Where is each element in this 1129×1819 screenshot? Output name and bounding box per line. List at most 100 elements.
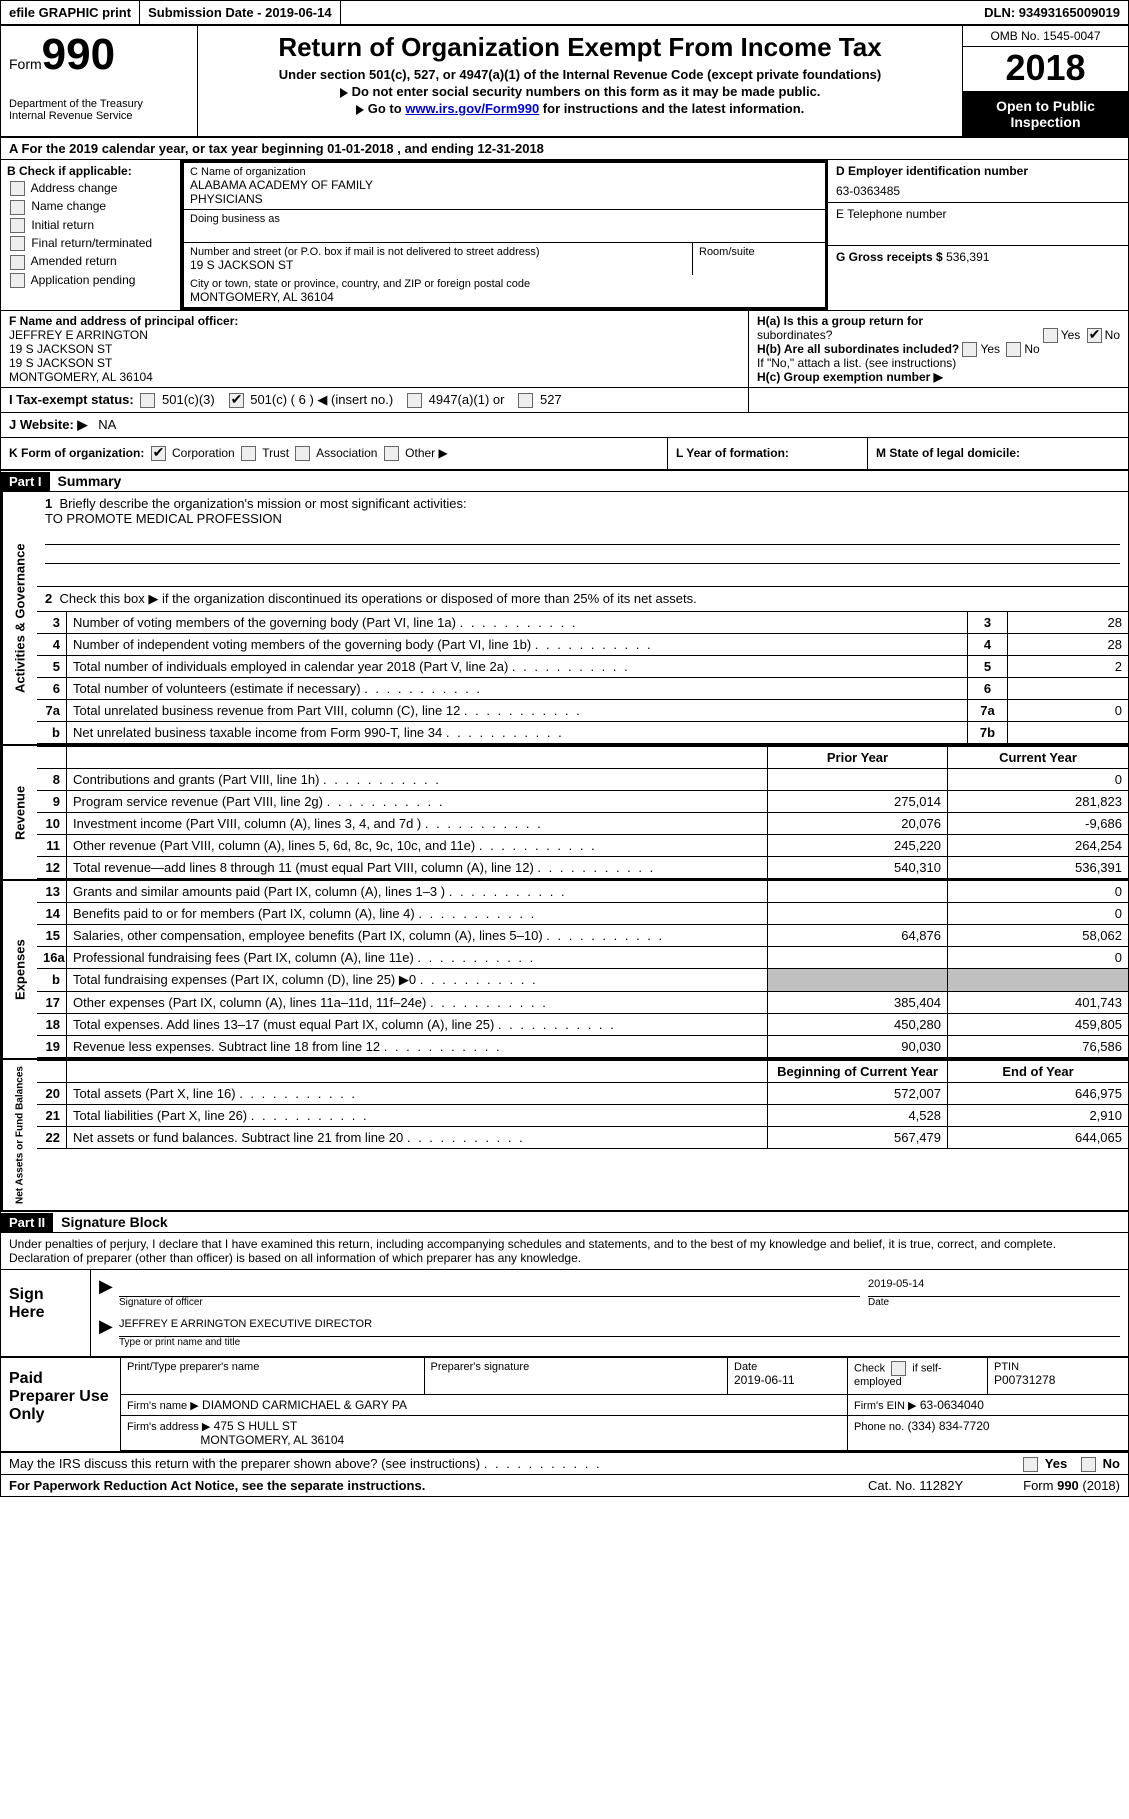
sign-fields: ▶ Signature of officer 2019-05-14 Date ▶…: [91, 1270, 1128, 1356]
tab-governance: Activities & Governance: [1, 492, 37, 744]
perjury-text: Under penalties of perjury, I declare th…: [1, 1233, 1128, 1270]
expenses-section: Expenses 13Grants and similar amounts pa…: [1, 879, 1128, 1058]
527-checkbox[interactable]: [518, 393, 533, 408]
discuss-yes-checkbox[interactable]: [1023, 1457, 1038, 1472]
data-line: 13Grants and similar amounts paid (Part …: [37, 881, 1128, 903]
ha-no-checkbox[interactable]: [1087, 328, 1102, 343]
header-right: OMB No. 1545-0047 2018 Open to Public In…: [962, 26, 1128, 136]
inspection-badge: Open to Public Inspection: [963, 92, 1128, 136]
preparer-row1: Print/Type preparer's name Preparer's si…: [121, 1358, 1128, 1395]
other-checkbox[interactable]: [384, 446, 399, 461]
data-line: 17Other expenses (Part IX, column (A), l…: [37, 992, 1128, 1014]
row-l-year: L Year of formation:: [668, 438, 868, 469]
omb-number: OMB No. 1545-0047: [963, 26, 1128, 47]
data-line: 21Total liabilities (Part X, line 26) 4,…: [37, 1105, 1128, 1127]
self-employed-label: Check: [854, 1363, 888, 1375]
form-990-container: efile GRAPHIC print Submission Date - 20…: [0, 0, 1129, 1497]
hb-no-checkbox[interactable]: [1006, 342, 1021, 357]
dept-irs: Internal Revenue Service: [9, 110, 189, 122]
colb-checkbox[interactable]: [10, 236, 25, 251]
officer-h-row: F Name and address of principal officer:…: [1, 311, 1128, 388]
colb-checkbox[interactable]: [10, 255, 25, 270]
arrow-icon: ▶: [99, 1276, 119, 1308]
paperwork-notice: For Paperwork Reduction Act Notice, see …: [9, 1478, 425, 1493]
colb-checkbox[interactable]: [10, 218, 25, 233]
paid-preparer-label: Paid Preparer Use Only: [1, 1358, 121, 1451]
data-line: 20Total assets (Part X, line 16) 572,007…: [37, 1083, 1128, 1105]
discuss-no-checkbox[interactable]: [1081, 1457, 1096, 1472]
data-line: 22Net assets or fund balances. Subtract …: [37, 1127, 1128, 1149]
officer-info: F Name and address of principal officer:…: [1, 311, 748, 387]
row-m-state: M State of legal domicile:: [868, 438, 1128, 469]
tab-net-assets: Net Assets or Fund Balances: [1, 1060, 37, 1210]
header-line2: Do not enter social security numbers on …: [208, 84, 952, 99]
data-line: 12Total revenue—add lines 8 through 11 (…: [37, 857, 1128, 879]
part1-header-row: Part I Summary: [1, 471, 1128, 492]
irs-link[interactable]: www.irs.gov/Form990: [405, 101, 539, 116]
part1-title: Summary: [50, 471, 130, 491]
colb-option: Initial return: [7, 218, 174, 233]
officer-signature-field[interactable]: [119, 1276, 860, 1297]
row-k-wrap: K Form of organization: Corporation Trus…: [1, 438, 1128, 471]
submission-date: Submission Date - 2019-06-14: [140, 1, 341, 24]
part2-title: Signature Block: [53, 1212, 176, 1232]
rev-header: Prior Year Current Year: [37, 746, 1128, 769]
colb-option: Address change: [7, 181, 174, 196]
part1-header: Part I: [1, 472, 50, 491]
trust-checkbox[interactable]: [241, 446, 256, 461]
data-line: 9Program service revenue (Part VIII, lin…: [37, 791, 1128, 813]
firm-name-row: Firm's name ▶ DIAMOND CARMICHAEL & GARY …: [121, 1395, 1128, 1416]
row-i: I Tax-exempt status: 501(c)(3) 501(c) ( …: [1, 388, 748, 412]
col-b-title: B Check if applicable:: [7, 164, 174, 178]
gov-line: 3Number of voting members of the governi…: [37, 612, 1128, 634]
corp-checkbox[interactable]: [151, 446, 166, 461]
net-section: Net Assets or Fund Balances Beginning of…: [1, 1058, 1128, 1210]
data-line: 10Investment income (Part VIII, column (…: [37, 813, 1128, 835]
line2-block: 2 Check this box ▶ if the organization d…: [37, 587, 1128, 612]
tab-revenue: Revenue: [1, 746, 37, 879]
firm-addr-row: Firm's address ▶ 475 S HULL ST MONTGOMER…: [121, 1416, 1128, 1451]
colb-checkbox[interactable]: [10, 273, 25, 288]
entity-info-grid: B Check if applicable: Address change Na…: [1, 160, 1128, 311]
header-left: Form990 Department of the Treasury Inter…: [1, 26, 198, 136]
data-line: 8Contributions and grants (Part VIII, li…: [37, 769, 1128, 791]
triangle-icon: [356, 105, 364, 115]
sign-here-label: Sign Here: [1, 1270, 91, 1356]
triangle-icon: [340, 88, 348, 98]
gov-line: bNet unrelated business taxable income f…: [37, 722, 1128, 744]
gov-line: 4Number of independent voting members of…: [37, 634, 1128, 656]
colb-checkbox[interactable]: [10, 181, 25, 196]
4947-checkbox[interactable]: [407, 393, 422, 408]
sign-here-grid: Sign Here ▶ Signature of officer 2019-05…: [1, 1270, 1128, 1358]
gross-receipts-cell: G Gross receipts $ 536,391: [828, 246, 1128, 288]
501c-checkbox[interactable]: [229, 393, 244, 408]
header-line3: Go to www.irs.gov/Form990 for instructio…: [208, 101, 952, 116]
hb-yes-checkbox[interactable]: [962, 342, 977, 357]
gov-line: 5Total number of individuals employed in…: [37, 656, 1128, 678]
colb-checkbox[interactable]: [10, 200, 25, 215]
net-header: Beginning of Current Year End of Year: [37, 1060, 1128, 1083]
self-employed-checkbox[interactable]: [891, 1361, 906, 1376]
data-line: 18Total expenses. Add lines 13–17 (must …: [37, 1014, 1128, 1036]
part2-header: Part II: [1, 1213, 53, 1232]
name-title-field: JEFFREY E ARRINGTON EXECUTIVE DIRECTOR: [119, 1316, 1120, 1337]
assoc-checkbox[interactable]: [295, 446, 310, 461]
gov-line: 6Total number of volunteers (estimate if…: [37, 678, 1128, 700]
501c3-checkbox[interactable]: [140, 393, 155, 408]
data-line: 16aProfessional fundraising fees (Part I…: [37, 947, 1128, 969]
col-b-checkboxes: B Check if applicable: Address change Na…: [1, 160, 181, 310]
data-line: bTotal fundraising expenses (Part IX, co…: [37, 969, 1128, 992]
org-name-cell: C Name of organization ALABAMA ACADEMY O…: [184, 163, 825, 210]
data-line: 11Other revenue (Part VIII, column (A), …: [37, 835, 1128, 857]
phone-cell: E Telephone number: [828, 203, 1128, 246]
revenue-section: Revenue Prior Year Current Year 8Contrib…: [1, 744, 1128, 879]
section-a-tax-year: A For the 2019 calendar year, or tax yea…: [1, 138, 1128, 160]
row-k-form-org: K Form of organization: Corporation Trus…: [1, 438, 668, 469]
ha-yes-checkbox[interactable]: [1043, 328, 1058, 343]
paid-preparer-grid: Paid Preparer Use Only Print/Type prepar…: [1, 1358, 1128, 1453]
data-line: 14Benefits paid to or for members (Part …: [37, 903, 1128, 925]
form-ref: Form 990 (2018): [1023, 1478, 1120, 1493]
colb-option: Application pending: [7, 273, 174, 288]
sig-date-field: 2019-05-14: [868, 1276, 1120, 1297]
tax-year: 2018: [963, 47, 1128, 92]
